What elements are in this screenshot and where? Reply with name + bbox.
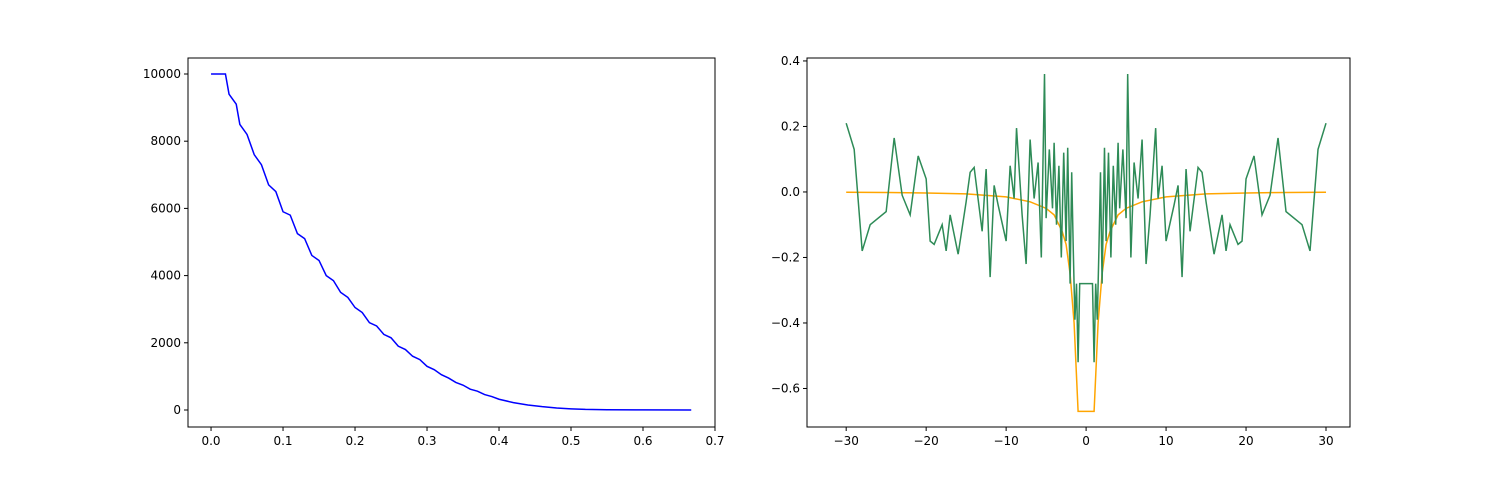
x-tick-label: 0.4 (489, 434, 508, 448)
x-tick-label: 0.6 (633, 434, 652, 448)
x-tick-label: 0.2 (345, 434, 364, 448)
y-tick-label: 6000 (150, 201, 181, 215)
y-tick-label: 2000 (150, 336, 181, 350)
x-tick-label: −10 (993, 434, 1018, 448)
x-tick-label: −30 (834, 434, 859, 448)
data-line (845, 74, 1327, 363)
y-tick-label: 10000 (143, 67, 181, 81)
x-tick-label: 0.5 (561, 434, 580, 448)
x-tick-label: −20 (913, 434, 938, 448)
x-tick-label: 0.1 (273, 434, 292, 448)
x-tick-label: 0.0 (201, 434, 220, 448)
x-tick-label: 0 (1082, 434, 1090, 448)
y-tick-label: 0.4 (781, 54, 800, 68)
x-tick-label: 0.3 (417, 434, 436, 448)
y-tick-label: 8000 (150, 134, 181, 148)
y-tick-label: 4000 (150, 269, 181, 283)
axes-frame (806, 57, 1351, 428)
axes-frame (187, 57, 716, 428)
data-line (211, 73, 692, 411)
y-tick-label: −0.2 (771, 250, 800, 264)
y-tick-label: −0.4 (771, 316, 800, 330)
y-tick-label: 0.0 (781, 185, 800, 199)
y-tick-label: −0.6 (771, 381, 800, 395)
x-tick-label: 30 (1318, 434, 1333, 448)
x-tick-label: 20 (1238, 434, 1253, 448)
y-tick-label: 0 (173, 403, 181, 417)
y-tick-label: 0.2 (781, 119, 800, 133)
x-tick-label: 0.7 (705, 434, 724, 448)
data-line (846, 191, 1327, 413)
x-tick-label: 10 (1158, 434, 1173, 448)
